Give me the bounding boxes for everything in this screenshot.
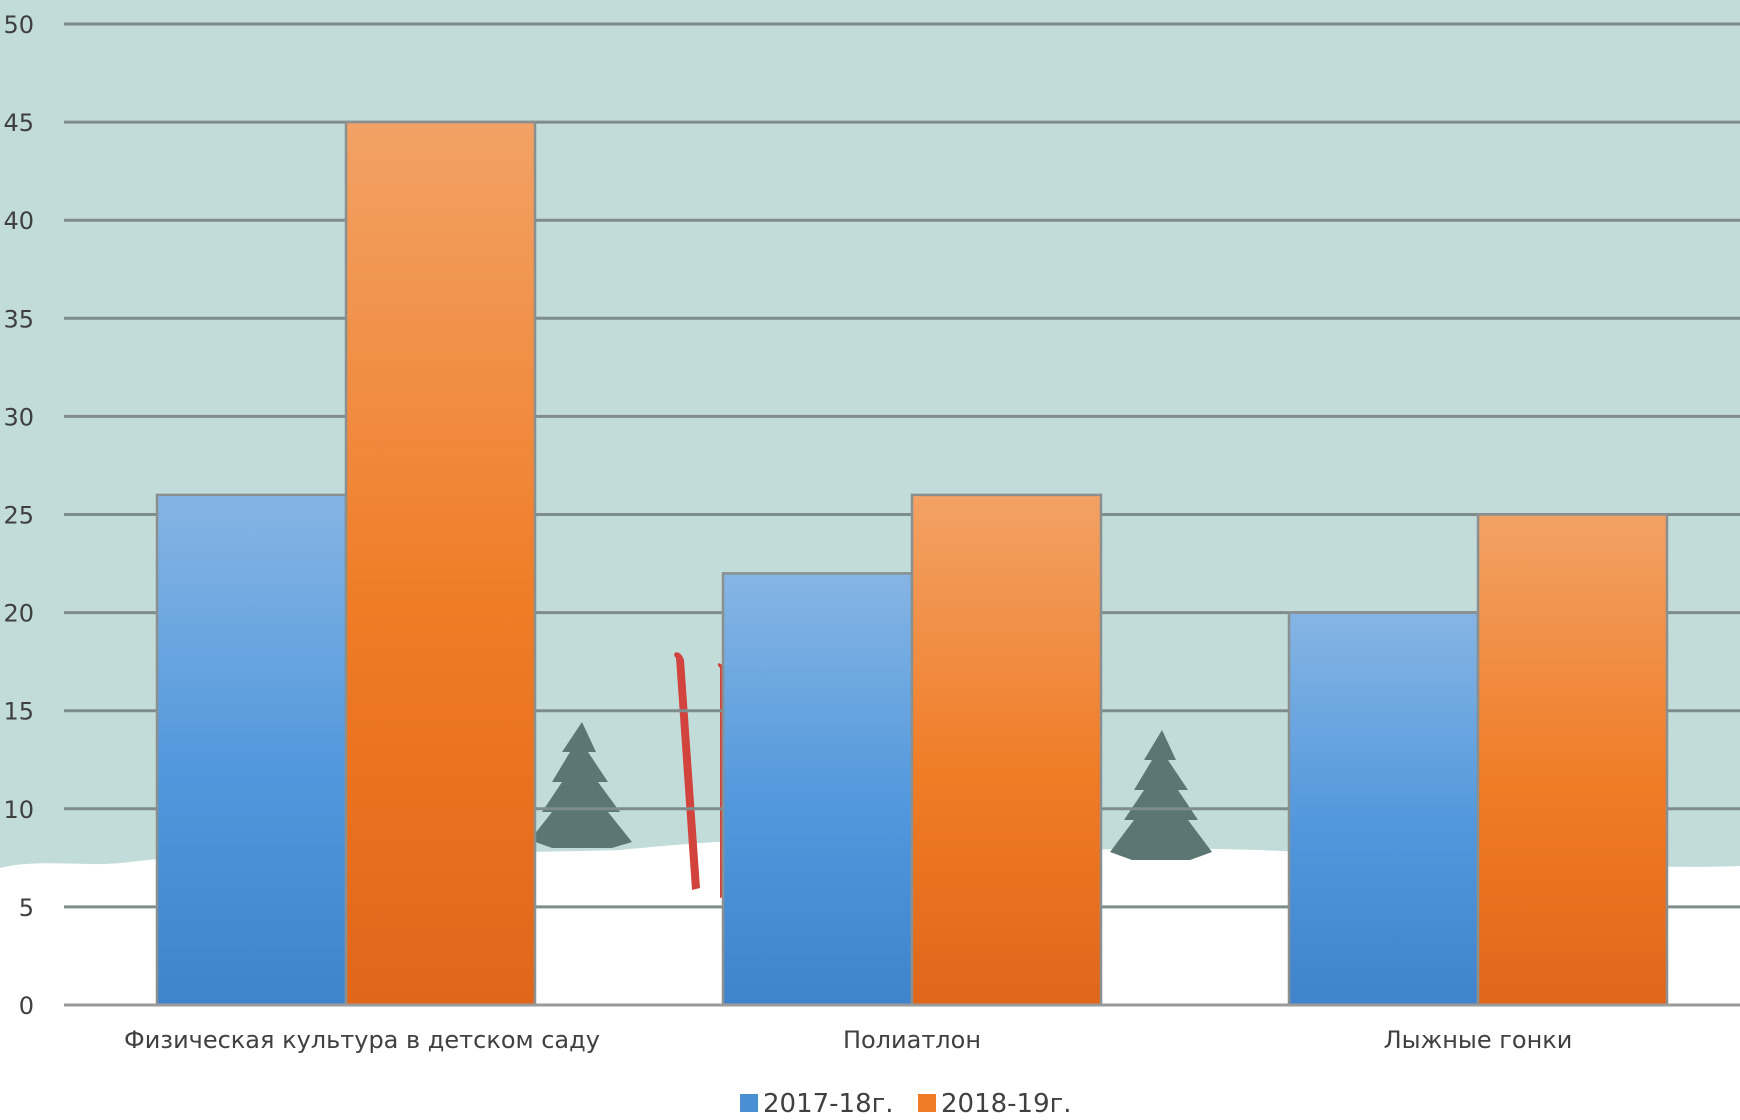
legend-swatch: [740, 1094, 758, 1112]
y-tick-label: 5: [19, 894, 34, 922]
pine-tree-icon: [1110, 730, 1212, 860]
y-tick-label: 15: [3, 698, 34, 726]
y-axis-tick-labels: 0 5 10 15 20 25 30 35 40 45 50: [3, 11, 34, 1020]
y-tick-label: 25: [3, 502, 34, 530]
y-tick-label: 40: [3, 207, 34, 235]
bars: [155, 120, 1669, 1007]
pine-tree-icon: [530, 722, 632, 848]
y-tick-label: 0: [19, 992, 34, 1020]
bar-2017-18г.-Лыжные гонки: [1287, 611, 1480, 1007]
legend-swatch: [918, 1094, 936, 1112]
y-tick-label: 30: [3, 403, 34, 431]
bar-2017-18г.-Физическая культура в детском саду: [155, 493, 348, 1007]
legend-label: 2017-18г.: [763, 1089, 894, 1119]
y-tick-label: 50: [3, 11, 34, 39]
y-tick-label: 10: [3, 796, 34, 824]
legend: 2017-18г. 2018-19г.: [740, 1089, 1072, 1119]
x-category-label: Полиатлон: [843, 1026, 981, 1054]
y-tick-label: 45: [3, 109, 34, 137]
bar-2018-19г.-Лыжные гонки: [1476, 513, 1669, 1007]
x-axis-category-labels: Физическая культура в детском саду Полиат…: [124, 1026, 1572, 1054]
bar-2018-19г.-Физическая культура в детском саду: [344, 120, 537, 1007]
x-category-label: Лыжные гонки: [1384, 1026, 1573, 1054]
bar-2017-18г.-Полиатлон: [721, 572, 914, 1007]
y-tick-label: 20: [3, 600, 34, 628]
x-category-label: Физическая культура в детском саду: [124, 1026, 600, 1054]
legend-label: 2018-19г.: [941, 1089, 1072, 1119]
bar-2018-19г.-Полиатлон: [910, 493, 1103, 1007]
y-tick-label: 35: [3, 305, 34, 333]
